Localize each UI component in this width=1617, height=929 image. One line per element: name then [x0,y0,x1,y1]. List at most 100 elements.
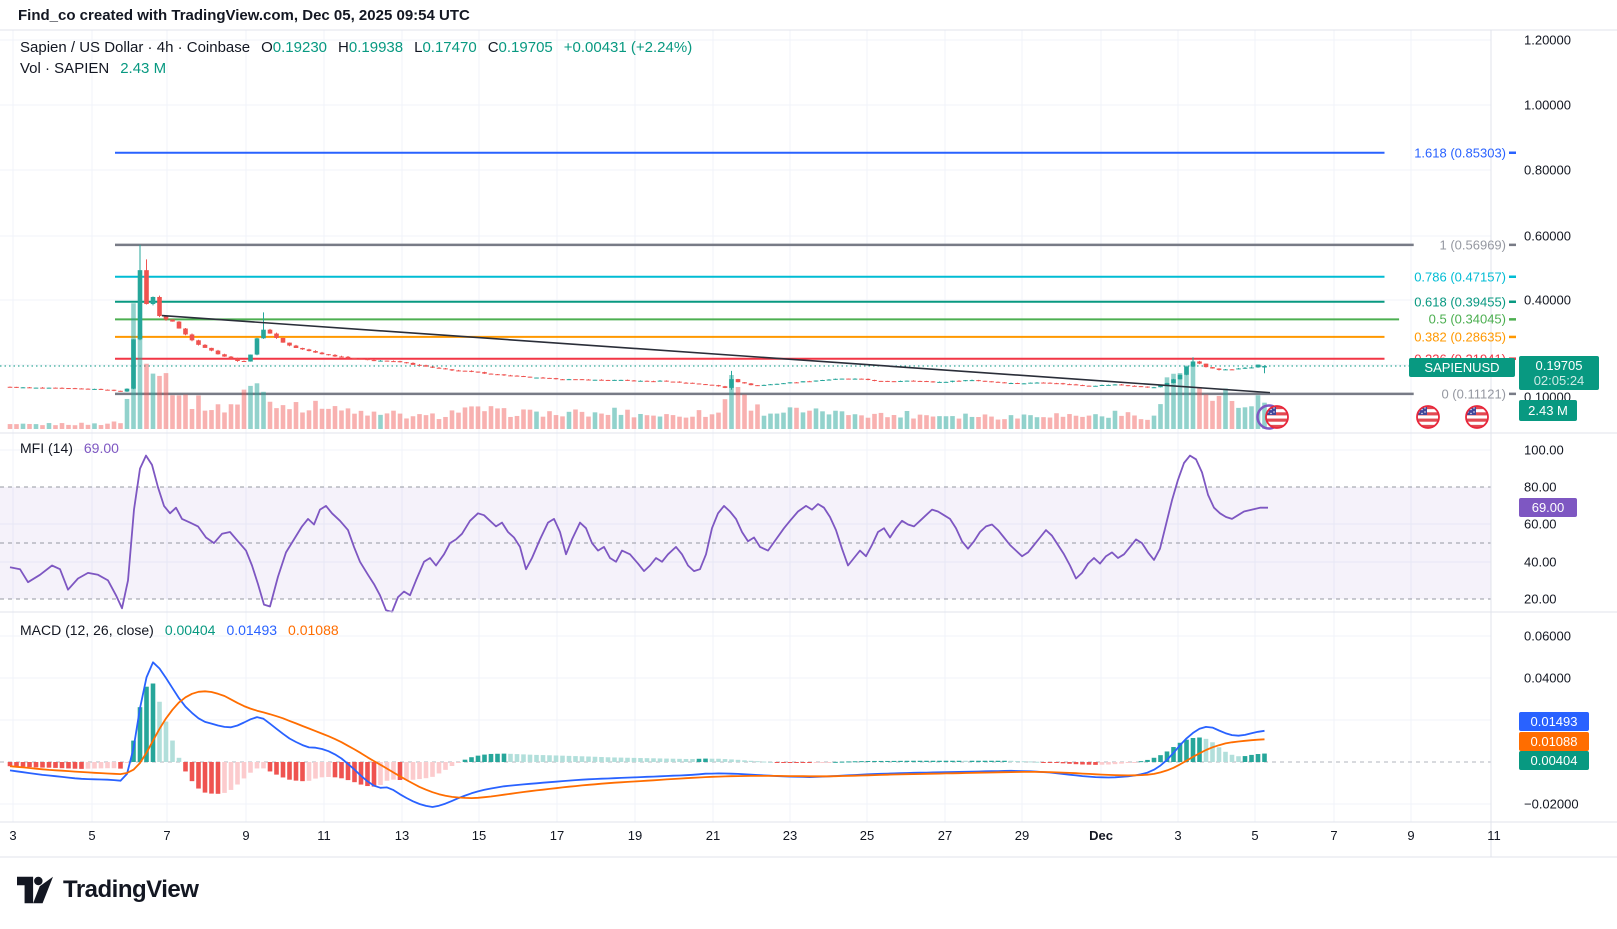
volume-bar [293,402,299,429]
candle-body [781,383,786,385]
volume-bar [1262,402,1267,429]
candle-body [423,365,429,367]
volume-bar [124,398,130,429]
macd-histogram-bar [1015,760,1020,762]
us-economic-event-flag-icon[interactable] [1416,405,1440,429]
macd-histogram-bar [1164,751,1170,762]
candle-body [742,382,747,384]
volume-bar [813,408,819,429]
macd-histogram-bar [989,760,994,762]
macd-histogram-bar [417,762,422,780]
us-economic-event-flag-icon[interactable] [1256,404,1289,430]
volume-bar [917,414,923,429]
time-axis-label: 11 [1487,828,1501,843]
candle-body [917,380,923,382]
macd-signal-badge: 0.01088 [1519,732,1589,751]
macd-histogram-bar [176,757,182,762]
macd-histogram-bar [53,762,58,768]
volume-legend-row[interactable]: Vol · SAPIEN 2.43 M [20,60,166,77]
volume-bar [326,408,331,429]
trendline [161,314,1271,394]
macd-histogram-bar [339,762,344,779]
symbol-legend-row[interactable]: Sapien / US Dollar · 4h · Coinbase O0.19… [20,39,692,56]
macd-histogram-bar [1229,754,1235,762]
macd-legend-row[interactable]: MACD (12, 26, close) 0.00404 0.01493 0.0… [20,622,339,638]
volume-bar [852,414,858,429]
candle-body [404,362,409,364]
macd-histogram-bar [1021,761,1027,763]
candle-body [820,380,825,382]
volume-bar [774,413,780,429]
macd-histogram-bar [33,762,39,768]
chart-canvas[interactable] [0,0,1617,860]
mfi-value-badge: 69.00 [1519,498,1577,517]
time-axis[interactable] [0,822,1491,857]
macd-histogram-bar [365,762,370,787]
macd-histogram-bar [612,757,617,762]
price-axis-label: 0.60000 [1524,228,1571,244]
volume-bar [651,415,656,429]
candle-body [319,352,325,355]
candle-body [118,390,123,392]
candle-body [287,342,292,346]
price-axis-label: 1.20000 [1524,32,1571,48]
candle-body [27,387,32,389]
volume-bar [397,413,403,429]
candle-body [1262,365,1267,368]
tradingview-logo[interactable]: TradingView [17,876,199,904]
macd-histogram-bar [423,762,429,779]
candle-body [735,379,741,383]
candle-body [222,354,227,357]
volume-bar [898,417,903,429]
macd-histogram-bar [1210,742,1215,762]
candle-body [1060,383,1066,385]
macd-histogram-bar [807,762,812,763]
macd-histogram-bar [774,762,780,763]
candle-body [53,387,58,389]
macd-histogram-bar [924,760,929,762]
volume-bar [553,415,559,429]
macd-histogram-bar [345,762,351,781]
macd-histogram-bar [105,762,110,769]
volume-bar [696,410,702,429]
volume-bar [469,406,474,429]
macd-histogram-bar [1216,747,1222,762]
candle-body [1002,382,1007,384]
macd-histogram-bar [683,758,689,762]
macd-histogram-bar [215,762,221,794]
candle-body [92,388,97,390]
macd-histogram-bar [488,753,494,762]
us-economic-event-flag-icon[interactable] [1465,405,1489,429]
volume-bar [742,394,747,429]
candle-body [1112,384,1118,386]
volume-bar [1073,415,1079,429]
price-axis-label: 1.00000 [1524,97,1571,113]
macd-histogram-bar [59,762,65,769]
candle-body [904,380,910,382]
macd-histogram-bar [475,755,481,762]
macd-histogram-bar [1190,737,1196,762]
candle-body [852,378,858,380]
volume-bar [313,400,318,429]
volume-bar [924,415,929,429]
candle-body [1093,385,1098,387]
candle-body [241,361,247,363]
candle-body [391,361,396,363]
macd-histogram-bar [787,762,793,763]
candle-body [144,270,149,305]
candle-body [982,380,988,382]
macd-histogram-bar [1008,760,1014,762]
symbol-ticker-badge: SAPIENUSD [1409,358,1515,377]
volume-bar [1047,417,1053,429]
volume-bar [768,413,773,429]
candle-body [488,373,494,375]
time-axis-label: 15 [471,828,487,843]
candle-body [1138,386,1144,388]
mfi-legend-row[interactable]: MFI (14) 69.00 [20,440,119,456]
volume-bar [677,416,682,429]
volume-bar [150,373,156,429]
macd-histogram-bar [917,760,923,762]
candle-body [989,381,994,383]
volume-bar [592,412,598,429]
candle-body [618,379,624,381]
